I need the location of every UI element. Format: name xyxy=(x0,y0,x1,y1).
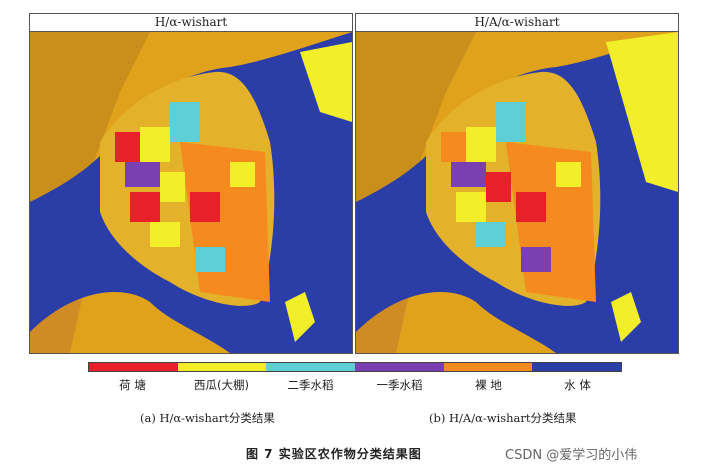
watermark: CSDN @爱学习的小伟 xyxy=(505,448,638,463)
classification-map-b xyxy=(356,32,678,353)
legend-label: 二季水稻 xyxy=(287,378,334,392)
legend-swatch-lotus-pond xyxy=(89,363,178,371)
legend-labels: 荷 塘 西瓜(大棚) 二季水稻 一季水稻 裸 地 水 体 xyxy=(88,377,622,393)
legend-swatch-water xyxy=(532,363,622,371)
legend-label: 西瓜(大棚) xyxy=(194,378,249,392)
legend-label: 一季水稻 xyxy=(376,378,423,392)
legend-swatch-watermelon xyxy=(177,363,267,371)
caption-a: (a) H/α-wishart分类结果 xyxy=(140,411,275,425)
panel-b-title: H/A/α-wishart xyxy=(356,14,678,32)
legend-swatch-single-rice xyxy=(355,363,444,371)
legend-label: 裸 地 xyxy=(475,378,502,392)
panel-a-title: H/α-wishart xyxy=(30,14,352,32)
legend-colorbar xyxy=(88,362,622,372)
legend-label: 水 体 xyxy=(564,378,591,392)
legend-swatch-double-rice xyxy=(266,363,356,371)
legend-swatch-bare-land xyxy=(443,363,533,371)
panel-a: H/α-wishart xyxy=(29,13,353,354)
classification-map-a xyxy=(30,32,352,353)
figure-title: 图 7 实验区农作物分类结果图 xyxy=(246,447,422,461)
panel-b: H/A/α-wishart xyxy=(355,13,679,354)
caption-b: (b) H/A/α-wishart分类结果 xyxy=(429,411,577,425)
legend-label: 荷 塘 xyxy=(119,378,146,392)
